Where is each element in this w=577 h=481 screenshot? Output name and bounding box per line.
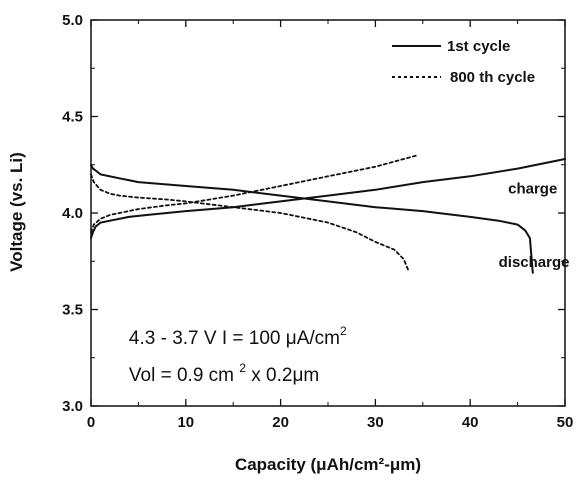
x-tick-label: 30 bbox=[367, 414, 384, 431]
conditions-volume-text-end: x 0.2μm bbox=[246, 365, 319, 386]
axes: 0 10 20 30 40 50 3.0 3.5 4.0 4.5 5.0 bbox=[62, 12, 573, 431]
series-lines bbox=[90, 154, 566, 274]
legend-label: 800 th cycle bbox=[450, 69, 535, 86]
y-tick-label: 4.5 bbox=[62, 109, 83, 126]
y-tick-label: 4.0 bbox=[62, 205, 83, 222]
conditions-volume-superscript: 2 bbox=[239, 361, 246, 375]
series-line-first-cycle-charge bbox=[90, 158, 566, 240]
conditions-current-superscript: 2 bbox=[340, 324, 347, 338]
y-tick-label: 5.0 bbox=[62, 12, 83, 29]
x-axis-label: Capacity (μAh/cm²-μm) bbox=[235, 455, 421, 474]
annotation-conditions-volume: Vol = 0.9 cm 2 x 0.2μm bbox=[129, 361, 319, 386]
annotation-discharge: discharge bbox=[499, 254, 570, 271]
annotation-charge: charge bbox=[508, 181, 557, 198]
series-line-cycle-800-discharge bbox=[90, 173, 410, 272]
y-tick-label: 3.0 bbox=[62, 398, 83, 415]
y-axis-label: Voltage (vs. Li) bbox=[7, 152, 26, 272]
y-tick-label: 3.5 bbox=[62, 302, 83, 319]
legend: 1st cycle 800 th cycle bbox=[392, 38, 535, 86]
x-tick-label: 40 bbox=[462, 414, 479, 431]
conditions-volume-text: Vol = 0.9 cm bbox=[129, 365, 239, 386]
conditions-current-text: 4.3 - 3.7 V I = 100 bbox=[129, 328, 286, 349]
annotation-conditions-current: 4.3 - 3.7 V I = 100 μA/cm2 bbox=[129, 324, 347, 349]
x-tick-label: 20 bbox=[272, 414, 289, 431]
x-tick-label: 50 bbox=[557, 414, 574, 431]
series-line-first-cycle-discharge bbox=[90, 163, 534, 274]
x-tick-label: 0 bbox=[87, 414, 95, 431]
legend-label: 1st cycle bbox=[447, 38, 510, 55]
series-line-cycle-800-charge bbox=[90, 154, 420, 234]
x-tick-label: 10 bbox=[177, 414, 194, 431]
conditions-current-unit: μA/cm bbox=[286, 328, 340, 349]
